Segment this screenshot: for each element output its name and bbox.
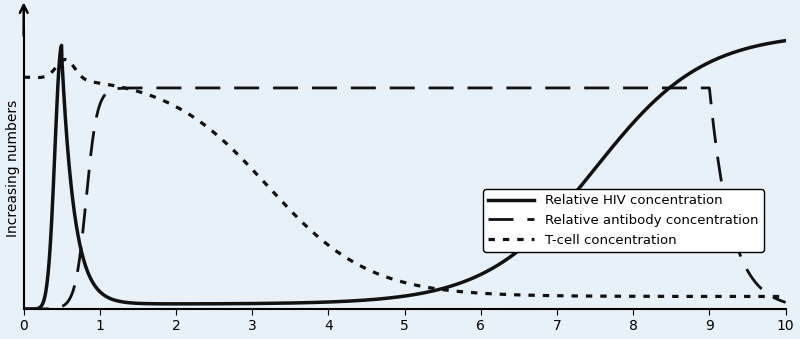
Legend: Relative HIV concentration, Relative antibody concentration, T-cell concentratio: Relative HIV concentration, Relative ant… — [483, 189, 764, 252]
Y-axis label: Increasing numbers: Increasing numbers — [6, 100, 19, 237]
